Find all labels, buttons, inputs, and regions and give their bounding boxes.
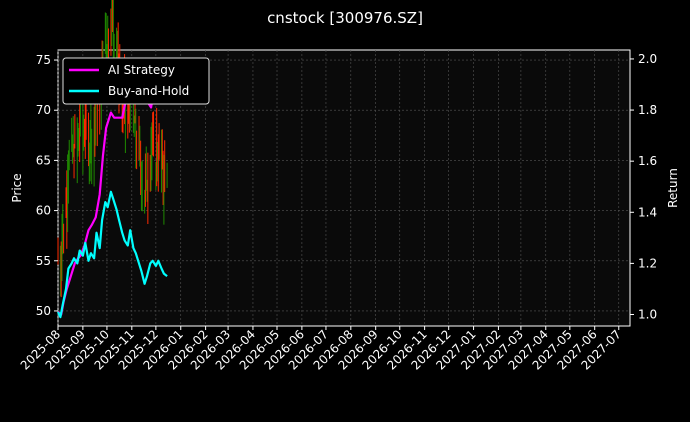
y-left-tick-label: 75 — [36, 53, 51, 67]
y-left-tick-label: 70 — [36, 103, 51, 117]
y-right-tick-label: 1.2 — [638, 256, 657, 270]
y-right-tick-label: 1.6 — [638, 154, 657, 168]
legend-label-buy-and-hold: Buy-and-Hold — [108, 84, 189, 98]
legend: AI Strategy Buy-and-Hold — [62, 57, 210, 105]
y-left-tick-label: 65 — [36, 153, 51, 167]
y-left-tick-label: 50 — [36, 304, 51, 318]
y-left-tick-label: 60 — [36, 204, 51, 218]
y-right-tick-label: 1.4 — [638, 205, 657, 219]
series-line-buy-and-hold — [57, 190, 168, 319]
y-axis-label-right: Return — [666, 168, 680, 208]
y-right-tick-label: 1.8 — [638, 103, 657, 117]
right-y-axis: 1.0 1.2 1.4 1.6 1.8 2.0 — [630, 52, 657, 322]
left-y-axis: 50 55 60 65 70 75 — [36, 53, 58, 318]
y-axis-label-left: Price — [10, 173, 24, 202]
chart-title: cnstock [300976.SZ] — [267, 9, 423, 27]
y-right-tick-label: 1.0 — [638, 308, 657, 322]
price-candles — [57, 0, 168, 298]
x-axis: 2025-082025-092025-102025-112025-122026-… — [18, 326, 624, 373]
legend-label-ai-strategy: AI Strategy — [108, 63, 175, 77]
y-right-tick-label: 2.0 — [638, 52, 657, 66]
y-left-tick-label: 55 — [36, 254, 51, 268]
legend-box — [62, 57, 210, 105]
